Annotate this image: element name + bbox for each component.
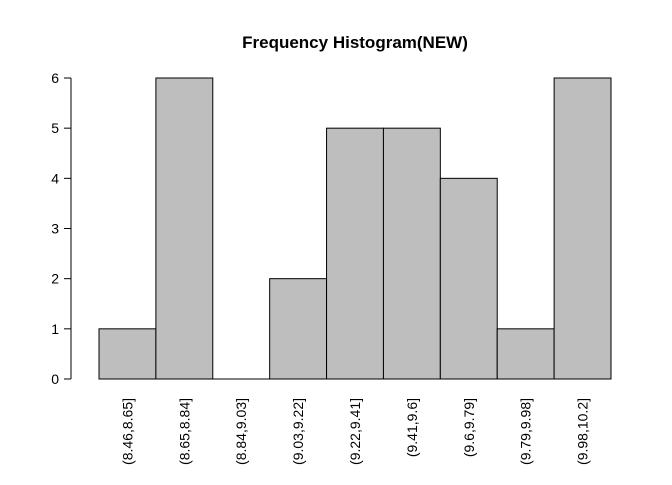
x-category-label: (8.46,8.65] bbox=[119, 398, 135, 465]
histogram-bar bbox=[155, 77, 214, 380]
y-tick-label: 5 bbox=[51, 120, 59, 136]
bars-layer bbox=[98, 77, 612, 380]
y-tick-label: 3 bbox=[51, 221, 59, 237]
x-category-label: (9.41,9.6] bbox=[404, 398, 420, 457]
histogram-bar bbox=[496, 328, 555, 380]
histogram-bar bbox=[98, 328, 157, 380]
y-tick-label: 2 bbox=[51, 271, 59, 287]
y-tick-label: 6 bbox=[51, 70, 59, 86]
y-tick-label: 4 bbox=[51, 170, 59, 186]
x-axis-labels: (8.46,8.65] (8.65,8.84] (8.84,9.03] (9.03,9… bbox=[119, 398, 590, 465]
x-category-label: (9.6,9.79] bbox=[461, 398, 477, 457]
histogram-bar bbox=[382, 127, 441, 380]
histogram-bar bbox=[326, 127, 384, 380]
y-tick-label: 0 bbox=[51, 371, 59, 387]
histogram-bar bbox=[439, 177, 498, 380]
y-axis: 0 1 2 3 4 5 6 bbox=[51, 70, 72, 387]
chart-title: Frequency Histogram(NEW) bbox=[242, 33, 468, 52]
x-category-label: (9.22,9.41] bbox=[347, 398, 363, 465]
x-category-label: (9.03,9.22] bbox=[290, 398, 306, 465]
histogram-bar bbox=[553, 77, 612, 380]
x-category-label: (9.79,9.98] bbox=[518, 398, 534, 465]
histogram-bar bbox=[269, 278, 328, 380]
x-category-label: (9.98,10.2] bbox=[575, 398, 591, 465]
x-category-label: (8.65,8.84] bbox=[176, 398, 192, 465]
x-category-label: (8.84,9.03] bbox=[233, 398, 249, 465]
y-tick-label: 1 bbox=[51, 321, 59, 337]
